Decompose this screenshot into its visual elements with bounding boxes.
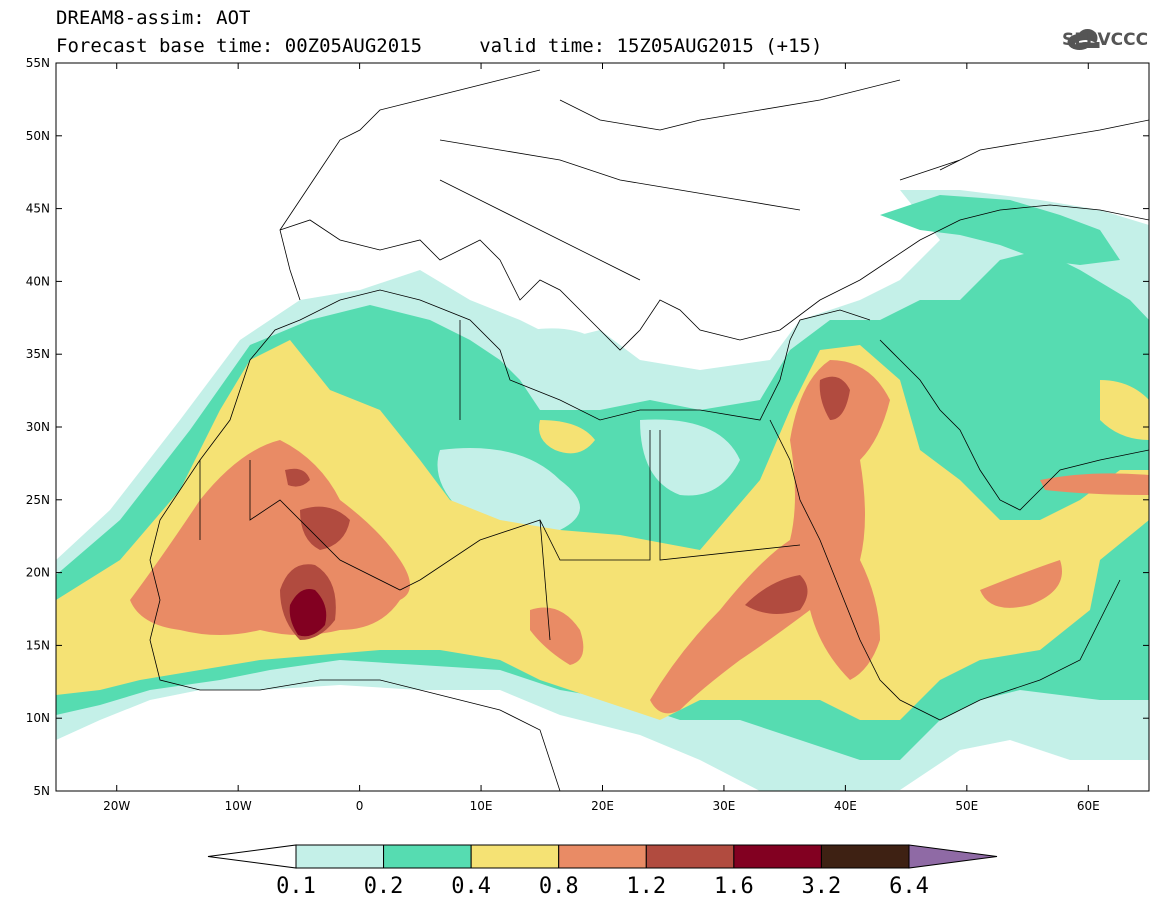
aot-shading xyxy=(56,190,1149,791)
lon-label: 30E xyxy=(713,799,736,813)
colorbar-label: 6.4 xyxy=(889,874,929,899)
cloud-logo-icon xyxy=(1067,29,1100,50)
lon-label: 10E xyxy=(470,799,493,813)
colorbar-swatch xyxy=(733,844,822,869)
lon-label: 40E xyxy=(834,799,857,813)
lat-label: 15N xyxy=(26,638,50,652)
colorbar-swatch xyxy=(820,844,910,869)
logo-text: SEEVCCC xyxy=(1062,30,1149,50)
lon-label: 20W xyxy=(103,799,130,813)
colorbar-under-triangle xyxy=(207,844,297,869)
lat-label: 50N xyxy=(26,129,50,143)
lon-label: 10W xyxy=(225,799,252,813)
latitude-axis: 55N 50N 45N 40N 35N 30N 25N 20N 15N 10N 5N xyxy=(26,56,1149,798)
lat-label: 40N xyxy=(26,274,50,288)
colorbar-label: 0.4 xyxy=(451,874,491,899)
colorbar-label: 1.2 xyxy=(626,874,666,899)
colorbar-swatch xyxy=(383,844,472,869)
colorbar-label: 3.2 xyxy=(802,874,842,899)
lon-label: 0 xyxy=(356,799,364,813)
lat-label: 55N xyxy=(26,56,50,70)
lon-label: 20E xyxy=(591,799,614,813)
lat-label: 35N xyxy=(26,347,50,361)
lat-label: 30N xyxy=(26,420,50,434)
lat-label: 45N xyxy=(26,202,50,216)
colorbar-label: 0.2 xyxy=(364,874,404,899)
lat-label: 25N xyxy=(26,493,50,507)
colorbar: 0.1 0.2 0.4 0.8 1.2 1.6 3.2 6.4 xyxy=(207,844,998,899)
coastlines xyxy=(149,69,1149,791)
lat-label: 10N xyxy=(26,711,50,725)
colorbar-label: 0.1 xyxy=(276,874,316,899)
longitude-axis: 20W 10W 0 10E 20E 30E 40E 50E 60E xyxy=(103,63,1100,813)
colorbar-swatch xyxy=(645,844,735,869)
colorbar-swatch xyxy=(470,844,560,869)
map-title: DREAM8-assim: AOT xyxy=(56,7,251,29)
lat-label: 20N xyxy=(26,566,50,580)
lon-label: 60E xyxy=(1077,799,1100,813)
colorbar-over-triangle xyxy=(908,844,998,869)
lat-label: 5N xyxy=(33,784,50,798)
map-subtitle: Forecast base time: 00Z05AUG2015 valid t… xyxy=(56,35,823,57)
colorbar-label: 0.8 xyxy=(539,874,579,899)
colorbar-swatch xyxy=(558,844,647,869)
lon-label: 50E xyxy=(955,799,978,813)
colorbar-swatch xyxy=(295,844,385,869)
colorbar-label: 1.6 xyxy=(714,874,754,899)
